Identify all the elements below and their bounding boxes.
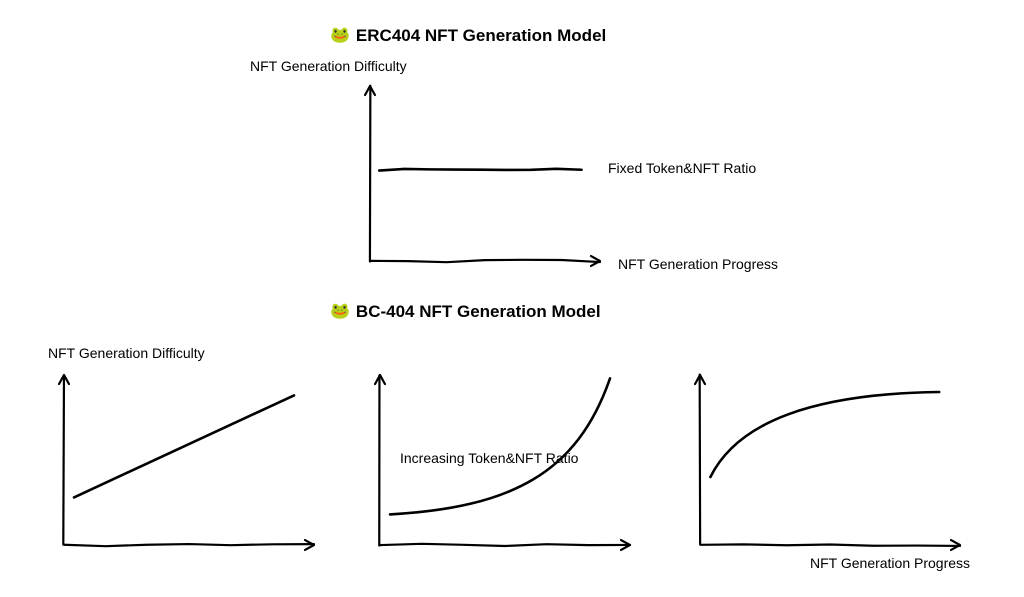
bottom-chart-1-y-axis — [63, 375, 64, 544]
bottom-chart-1-x-axis — [64, 544, 314, 546]
top-chart-x-axis — [371, 260, 600, 262]
bottom-chart-3-x-axis — [701, 544, 960, 546]
bottom-chart-2-x-axis — [380, 544, 630, 546]
chart-svg-layer — [0, 0, 1024, 597]
diagram-stage: 🐸 ERC404 NFT Generation Model NFT Genera… — [0, 0, 1024, 597]
top-chart-curve — [379, 169, 581, 171]
bottom-chart-3-curve — [710, 392, 939, 477]
bottom-chart-2-curve — [390, 378, 610, 514]
bottom-chart-1-curve — [74, 395, 294, 497]
